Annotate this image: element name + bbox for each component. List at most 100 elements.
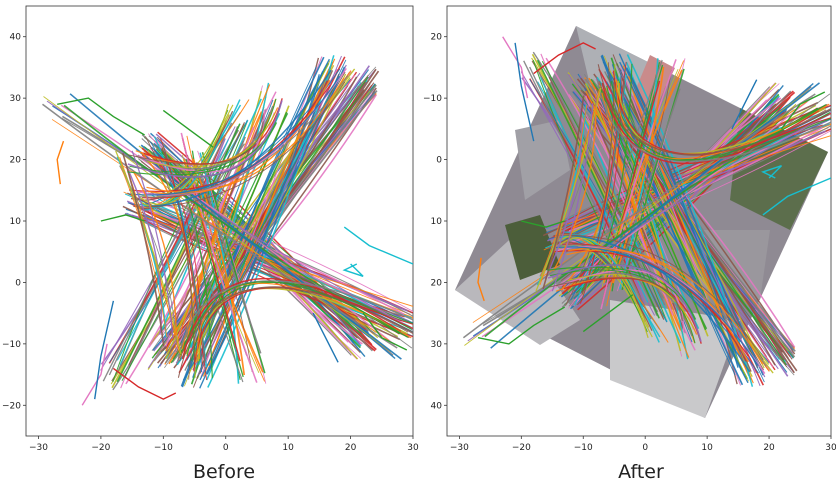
after-trajectory-line [612,70,831,155]
before-trajectory-line [119,165,168,337]
before-trajectory-line [192,158,246,376]
after-trajectory-line [477,306,566,345]
after-ytick-label: 10 [431,217,443,227]
before-trajectory-line [362,312,408,351]
before-trajectory-line [148,79,331,195]
aerial-road-patch [515,120,570,200]
before-trajectory-line [132,170,177,336]
after-trajectory-line [464,89,810,346]
after-trajectory-line [551,103,594,292]
after-trajectory-line [762,177,831,216]
before-trajectory-line [122,205,410,339]
before-trajectory-line [162,109,214,148]
after-axes: −30 −20 −10 0 10 20 30 40 30 20 10 0 −10 20 [423,33,836,453]
before-trajectory-line [125,126,255,385]
after-trajectory-line [542,95,585,290]
after-trajectory-line [559,244,767,367]
after-trajectory-line [566,249,763,365]
after-trajectory-line [533,42,596,75]
after-xtick-label: 20 [763,443,775,453]
after-trajectory-line [731,79,758,130]
after-trajectory-line [545,57,674,316]
before-trajectory-line [43,96,392,353]
after-trajectory-line [540,105,588,277]
before-trajectory-line [196,282,412,363]
before-ytick-label: 0 [15,278,21,288]
before-trajectory-line [133,81,346,208]
after-trajectory-line [619,61,739,368]
after-trajectory-line [547,277,683,321]
after-trajectory-line [547,264,702,342]
before-trajectory-line [127,112,241,206]
before-trajectory-line [131,150,174,339]
after-trajectory-line [529,79,668,323]
after-trajectory-line [621,68,685,290]
after-trajectory-line [544,107,583,280]
after-plot: −30 −20 −10 0 10 20 30 40 30 20 10 0 −10 20 [423,5,836,453]
after-ytick-label: 0 [436,156,442,166]
after-trajectory-line [615,88,681,280]
after-trajectory-line [602,61,764,376]
before-trajectory-line [343,226,413,265]
before-trajectory-line [129,75,341,196]
before-trajectory-line [182,66,345,381]
before-trajectory-line [127,100,283,178]
after-trajectory-line [606,85,827,161]
after-xtick-label: 30 [825,443,836,453]
before-trajectory-line [193,287,413,372]
after-trajectory-line [502,36,529,99]
before-trajectory-line [81,343,108,406]
before-trajectory-line [342,263,364,277]
before-trajectory-line [186,281,409,357]
before-ytick-label: 10 [10,217,22,227]
after-ytick-label: 20 [431,33,443,43]
after-trajectory-line [462,93,816,339]
after-trajectory-line [606,81,765,383]
before-trajectory-line [111,140,245,382]
before-trajectory-line [179,287,413,361]
before-xtick-label: −10 [154,443,173,453]
before-xtick-label: 0 [223,443,229,453]
before-ytick-label: −20 [2,401,21,411]
before-trajectory-line [146,77,345,193]
after-trajectory-line [559,104,831,225]
before-trajectory-line [122,152,165,347]
after-trajectory-line [523,60,652,320]
before-trajectory-line [56,140,65,185]
before-ytick-label: −10 [2,340,21,350]
after-trajectory-line [490,82,820,349]
before-trajectory-line [201,152,266,374]
before-plot: −30 −20 −10 0 10 20 30 −20 −10 0 10 20 30 40 [2,5,419,453]
before-trajectory-line [207,55,335,388]
before-trajectory-line [116,123,241,383]
before-trajectory-line [46,100,413,331]
after-trajectory-line [539,76,668,322]
after-trajectory-line [514,42,535,142]
before-trajectory-line [199,74,320,381]
before-trajectory-line [124,162,163,335]
before-xtick-label: 10 [282,443,294,453]
after-trajectory-line [467,111,831,342]
before-trajectory-line [200,56,323,378]
before-trajectory-line [94,300,115,400]
before-trajectory-line [42,103,398,349]
after-ytick-label: −10 [423,94,442,104]
after-trajectory-line [626,54,754,387]
before-trajectory-line [139,217,413,338]
after-trajectory-line [536,59,660,319]
before-axes: −30 −20 −10 0 10 20 30 −20 −10 0 10 20 30 40 [2,33,419,453]
before-trajectories [42,55,413,406]
after-xtick-label: 0 [642,443,648,453]
before-trajectory-line [186,59,347,361]
after-xtick-label: −30 [450,443,469,453]
after-xtick-label: −20 [512,443,531,453]
before-trajectory-line [129,98,277,173]
before-trajectory-line [102,122,233,382]
after-trajectory-line [780,91,826,130]
before-trajectory-line [112,136,246,391]
after-trajectory-line [568,247,749,363]
after-trajectory-line [547,236,661,330]
after-trajectory-line [542,103,828,237]
after-trajectory-line [521,220,565,228]
after-ytick-label: 40 [431,401,443,411]
